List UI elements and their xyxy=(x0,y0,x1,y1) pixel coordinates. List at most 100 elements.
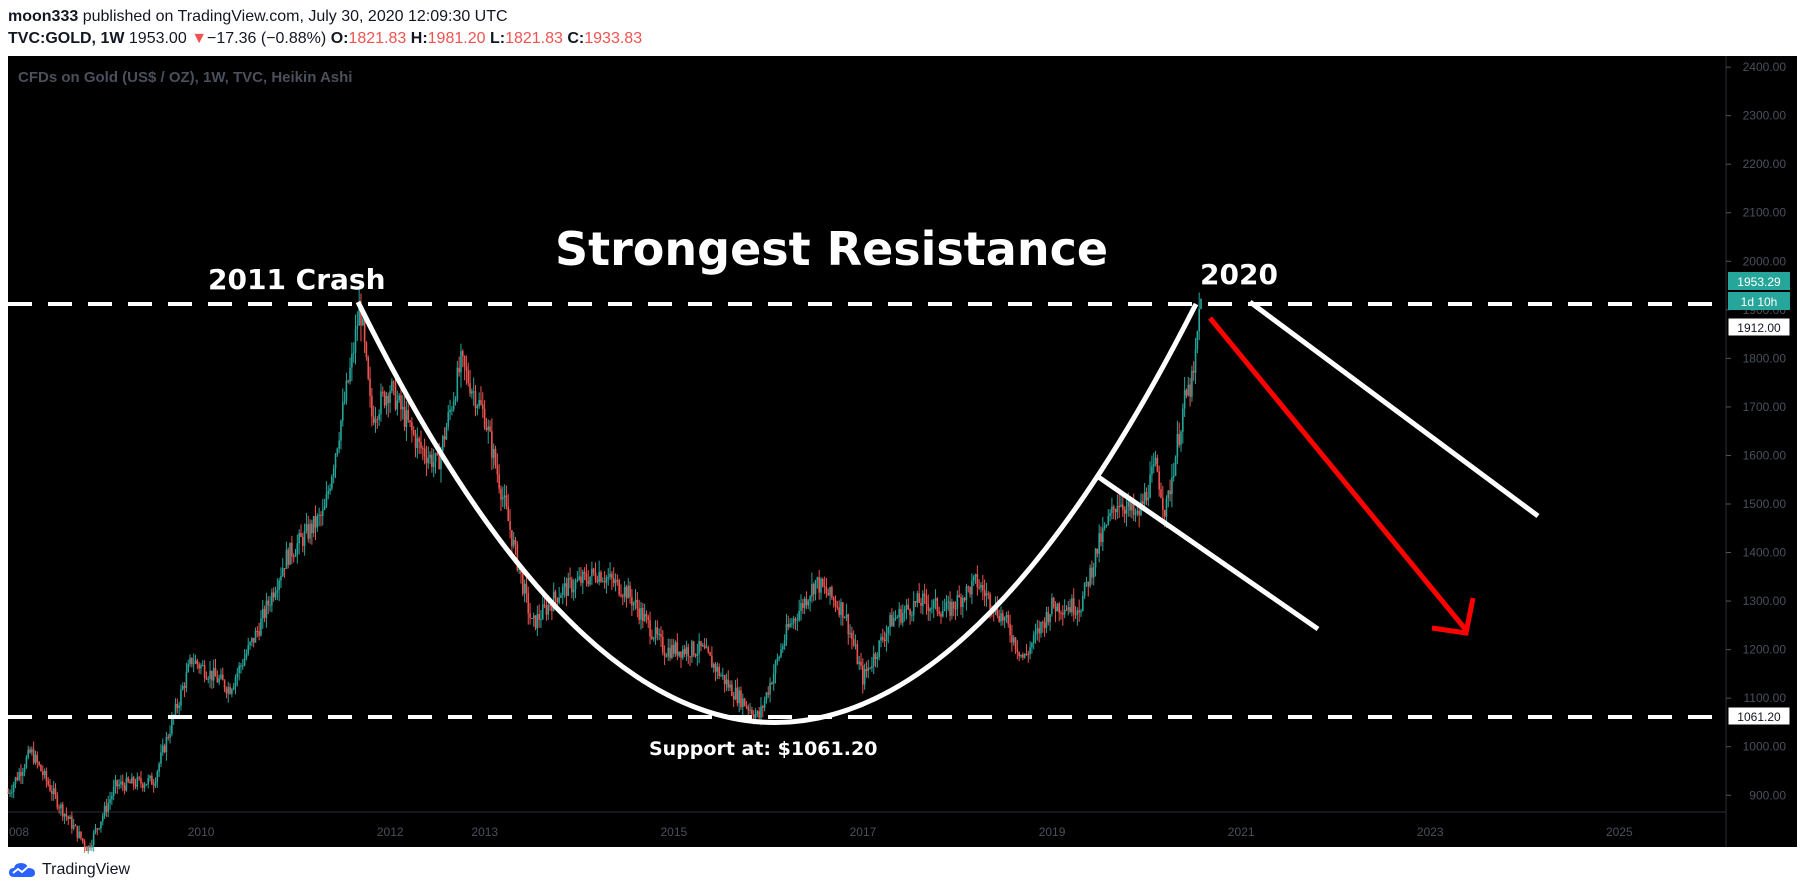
handle-trend-line[interactable] xyxy=(1095,473,1320,632)
symbol-label[interactable]: TVC:GOLD, 1W xyxy=(8,30,125,47)
candle-body xyxy=(1018,651,1020,657)
y-tick-label: 2100.00 xyxy=(1743,206,1787,220)
candle-body xyxy=(1007,615,1010,624)
candle-body xyxy=(569,578,571,580)
candle-body xyxy=(605,577,608,583)
candle-body xyxy=(800,603,802,611)
candle-body xyxy=(65,813,68,817)
candle-body xyxy=(171,718,173,734)
candle-body xyxy=(523,583,526,594)
support-label: Support at: $1061.20 xyxy=(649,738,877,760)
candle-body xyxy=(740,690,742,708)
candle-body xyxy=(374,419,377,423)
candle-body xyxy=(865,669,868,672)
candle-body xyxy=(701,644,704,647)
candle-body xyxy=(609,573,611,578)
candle-body xyxy=(849,632,851,635)
candle-body xyxy=(949,601,951,616)
y-tick-label: 2200.00 xyxy=(1743,157,1787,171)
candle-body xyxy=(914,601,917,603)
tradingview-cloud-icon[interactable] xyxy=(8,860,36,880)
candle-body xyxy=(61,804,64,817)
candle-body xyxy=(956,595,959,609)
candle-body xyxy=(18,772,20,780)
author-name[interactable]: moon333 xyxy=(8,8,79,25)
projected-trend-line[interactable] xyxy=(1248,299,1540,519)
candle-body xyxy=(880,637,882,641)
candle-body xyxy=(1167,490,1170,499)
candle-body xyxy=(958,595,960,598)
candle-body xyxy=(927,604,930,612)
candle-body xyxy=(298,533,300,544)
candle-body xyxy=(1180,431,1182,445)
candle-body xyxy=(882,637,884,640)
candle-body xyxy=(247,645,250,654)
candle-body xyxy=(972,576,975,581)
candle-body xyxy=(209,670,211,680)
candle-body xyxy=(1178,433,1180,445)
candle-body xyxy=(1076,610,1079,615)
candle-body xyxy=(1183,390,1186,409)
candle-body xyxy=(1083,582,1086,596)
candle-body xyxy=(721,675,724,677)
candle-body xyxy=(414,434,417,449)
candle-body xyxy=(592,568,595,573)
price-tag-current[interactable]: 1953.29 xyxy=(1728,272,1790,290)
candle-body xyxy=(658,634,660,636)
cup-curve[interactable] xyxy=(355,300,1199,725)
y-tick-label: 1500.00 xyxy=(1743,497,1787,511)
candle-body xyxy=(447,412,450,427)
candle-body xyxy=(598,572,600,582)
candle-body xyxy=(243,658,246,666)
candle-body xyxy=(338,440,340,449)
candle-body xyxy=(436,453,439,455)
candle-body xyxy=(832,597,835,601)
tradingview-brand[interactable]: TradingView xyxy=(42,861,131,878)
candle-body xyxy=(74,825,77,827)
candle-body xyxy=(894,617,897,619)
close-label: C: xyxy=(567,30,585,47)
candle-body xyxy=(1020,654,1022,657)
candle-body xyxy=(420,441,422,449)
candle-body xyxy=(416,438,419,449)
candle-body xyxy=(1142,501,1144,504)
candle-body xyxy=(223,680,226,689)
candle-body xyxy=(152,784,155,786)
candle-body xyxy=(600,572,602,582)
candle-body xyxy=(745,705,748,707)
price-tag-support[interactable]: 1061.20 xyxy=(1727,706,1791,726)
candle-body xyxy=(1156,457,1159,472)
chart-plot-area[interactable] xyxy=(8,56,1726,847)
candle-body xyxy=(709,652,711,656)
candle-body xyxy=(545,605,548,615)
candle-body xyxy=(1096,548,1099,554)
candle-body xyxy=(120,781,122,785)
candle-body xyxy=(118,784,120,787)
candle-body xyxy=(823,586,826,588)
candle-body xyxy=(1109,513,1111,517)
candle-body xyxy=(1134,513,1137,515)
candle-body xyxy=(674,642,677,654)
candle-body xyxy=(692,641,695,656)
downtrend-arrow[interactable] xyxy=(1208,316,1468,632)
candle-body xyxy=(1029,647,1031,655)
candle-body xyxy=(380,391,382,414)
y-tick-label: 900.00 xyxy=(1749,788,1786,802)
candle-body xyxy=(361,319,364,326)
candle-body xyxy=(69,816,71,820)
candle-body xyxy=(854,644,857,646)
candle-body xyxy=(534,615,537,629)
candle-body xyxy=(1171,477,1173,495)
price-tag-resistance[interactable]: 1912.00 xyxy=(1727,317,1791,337)
candle-body xyxy=(654,627,657,639)
candle-body xyxy=(1049,613,1051,623)
candle-body xyxy=(52,788,55,795)
candle-body xyxy=(767,692,770,695)
candle-body xyxy=(601,581,604,583)
candle-body xyxy=(1122,504,1124,511)
candle-body xyxy=(827,592,830,596)
candle-body xyxy=(1060,612,1062,614)
candle-body xyxy=(1131,503,1133,511)
candle-body xyxy=(572,589,575,593)
